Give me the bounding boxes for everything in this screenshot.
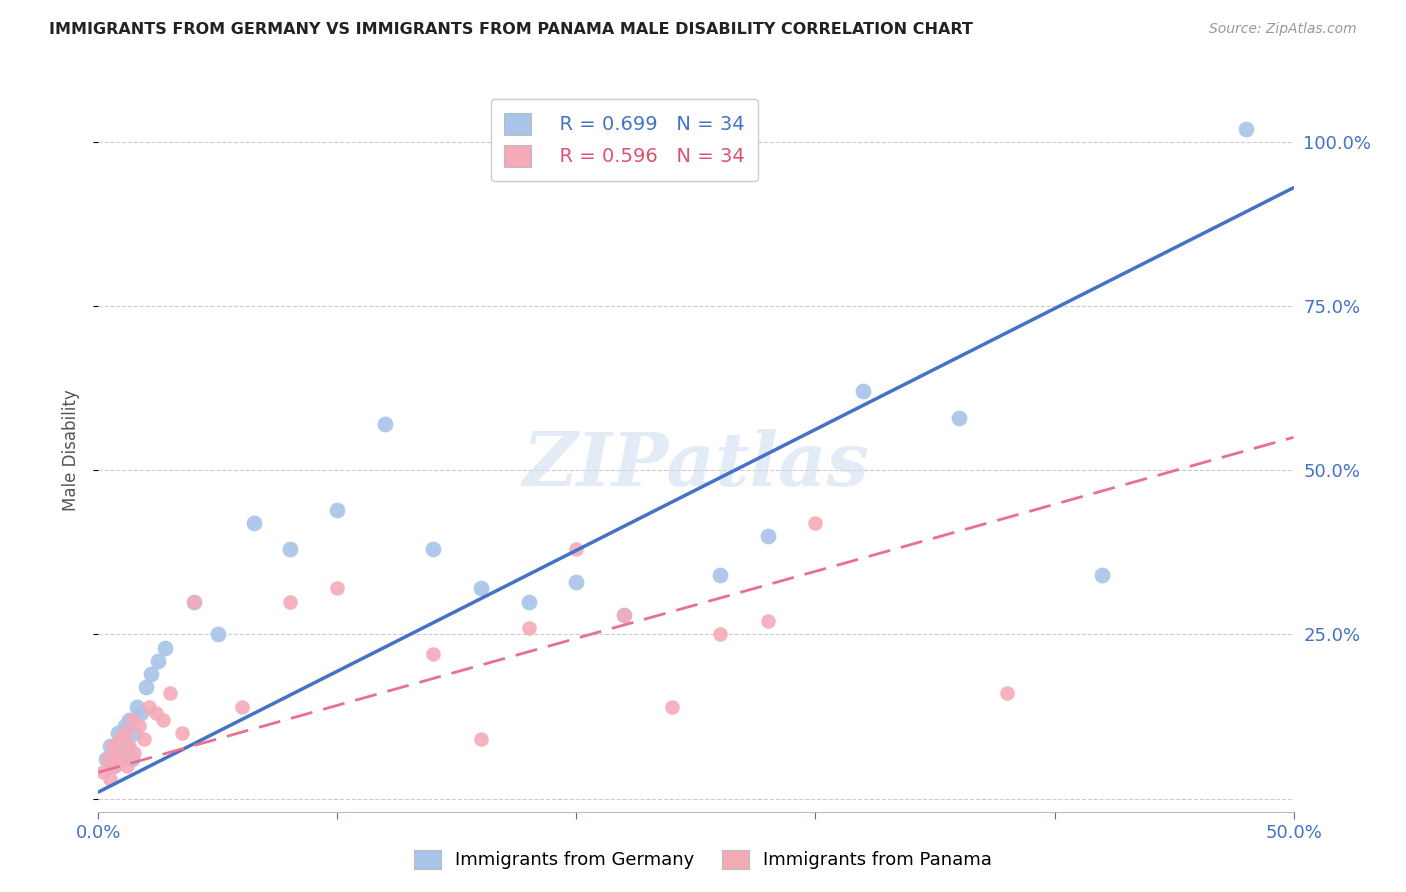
Point	[114, 719, 136, 733]
Point	[517, 621, 540, 635]
Point	[115, 758, 138, 772]
Point	[125, 699, 148, 714]
Point	[278, 541, 301, 556]
Point	[111, 732, 134, 747]
Point	[132, 732, 155, 747]
Point	[101, 758, 124, 772]
Legend:   R = 0.699   N = 34,   R = 0.596   N = 34: R = 0.699 N = 34, R = 0.596 N = 34	[491, 99, 758, 181]
Point	[278, 594, 301, 608]
Point	[326, 582, 349, 596]
Text: IMMIGRANTS FROM GERMANY VS IMMIGRANTS FROM PANAMA MALE DISABILITY CORRELATION CH: IMMIGRANTS FROM GERMANY VS IMMIGRANTS FR…	[49, 22, 973, 37]
Point	[661, 699, 683, 714]
Point	[128, 719, 150, 733]
Point	[98, 772, 122, 786]
Point	[97, 752, 120, 766]
Point	[613, 607, 636, 622]
Point	[108, 732, 131, 747]
Point	[613, 607, 636, 622]
Point	[148, 654, 170, 668]
Point	[118, 739, 141, 753]
Point	[995, 686, 1018, 700]
Point	[804, 516, 827, 530]
Point	[756, 529, 779, 543]
Point	[470, 732, 492, 747]
Text: ZIPatlas: ZIPatlas	[523, 429, 869, 501]
Point	[124, 746, 146, 760]
Point	[565, 541, 588, 556]
Point	[152, 713, 174, 727]
Point	[207, 627, 229, 641]
Point	[135, 680, 157, 694]
Point	[131, 706, 153, 721]
Point	[183, 594, 205, 608]
Point	[155, 640, 177, 655]
Point	[243, 516, 266, 530]
Legend: Immigrants from Germany, Immigrants from Panama: Immigrants from Germany, Immigrants from…	[405, 841, 1001, 879]
Point	[948, 410, 970, 425]
Point	[231, 699, 253, 714]
Point	[115, 739, 138, 753]
Y-axis label: Male Disability: Male Disability	[62, 390, 80, 511]
Point	[517, 594, 540, 608]
Point	[139, 666, 162, 681]
Text: Source: ZipAtlas.com: Source: ZipAtlas.com	[1209, 22, 1357, 37]
Point	[107, 746, 129, 760]
Point	[101, 739, 124, 753]
Point	[111, 752, 134, 766]
Point	[756, 614, 779, 628]
Point	[709, 568, 731, 582]
Point	[172, 726, 194, 740]
Point	[108, 746, 131, 760]
Point	[709, 627, 731, 641]
Point	[183, 594, 205, 608]
Point	[470, 582, 492, 596]
Point	[422, 647, 444, 661]
Point	[1091, 568, 1114, 582]
Point	[326, 502, 349, 516]
Point	[118, 713, 141, 727]
Point	[1234, 121, 1257, 136]
Point	[121, 713, 143, 727]
Point	[91, 765, 114, 780]
Point	[159, 686, 181, 700]
Point	[94, 752, 117, 766]
Point	[121, 752, 143, 766]
Point	[374, 417, 396, 432]
Point	[98, 739, 122, 753]
Point	[107, 726, 129, 740]
Point	[104, 758, 127, 772]
Point	[145, 706, 167, 721]
Point	[138, 699, 160, 714]
Point	[852, 384, 875, 399]
Point	[124, 726, 146, 740]
Point	[114, 726, 136, 740]
Point	[565, 574, 588, 589]
Point	[422, 541, 444, 556]
